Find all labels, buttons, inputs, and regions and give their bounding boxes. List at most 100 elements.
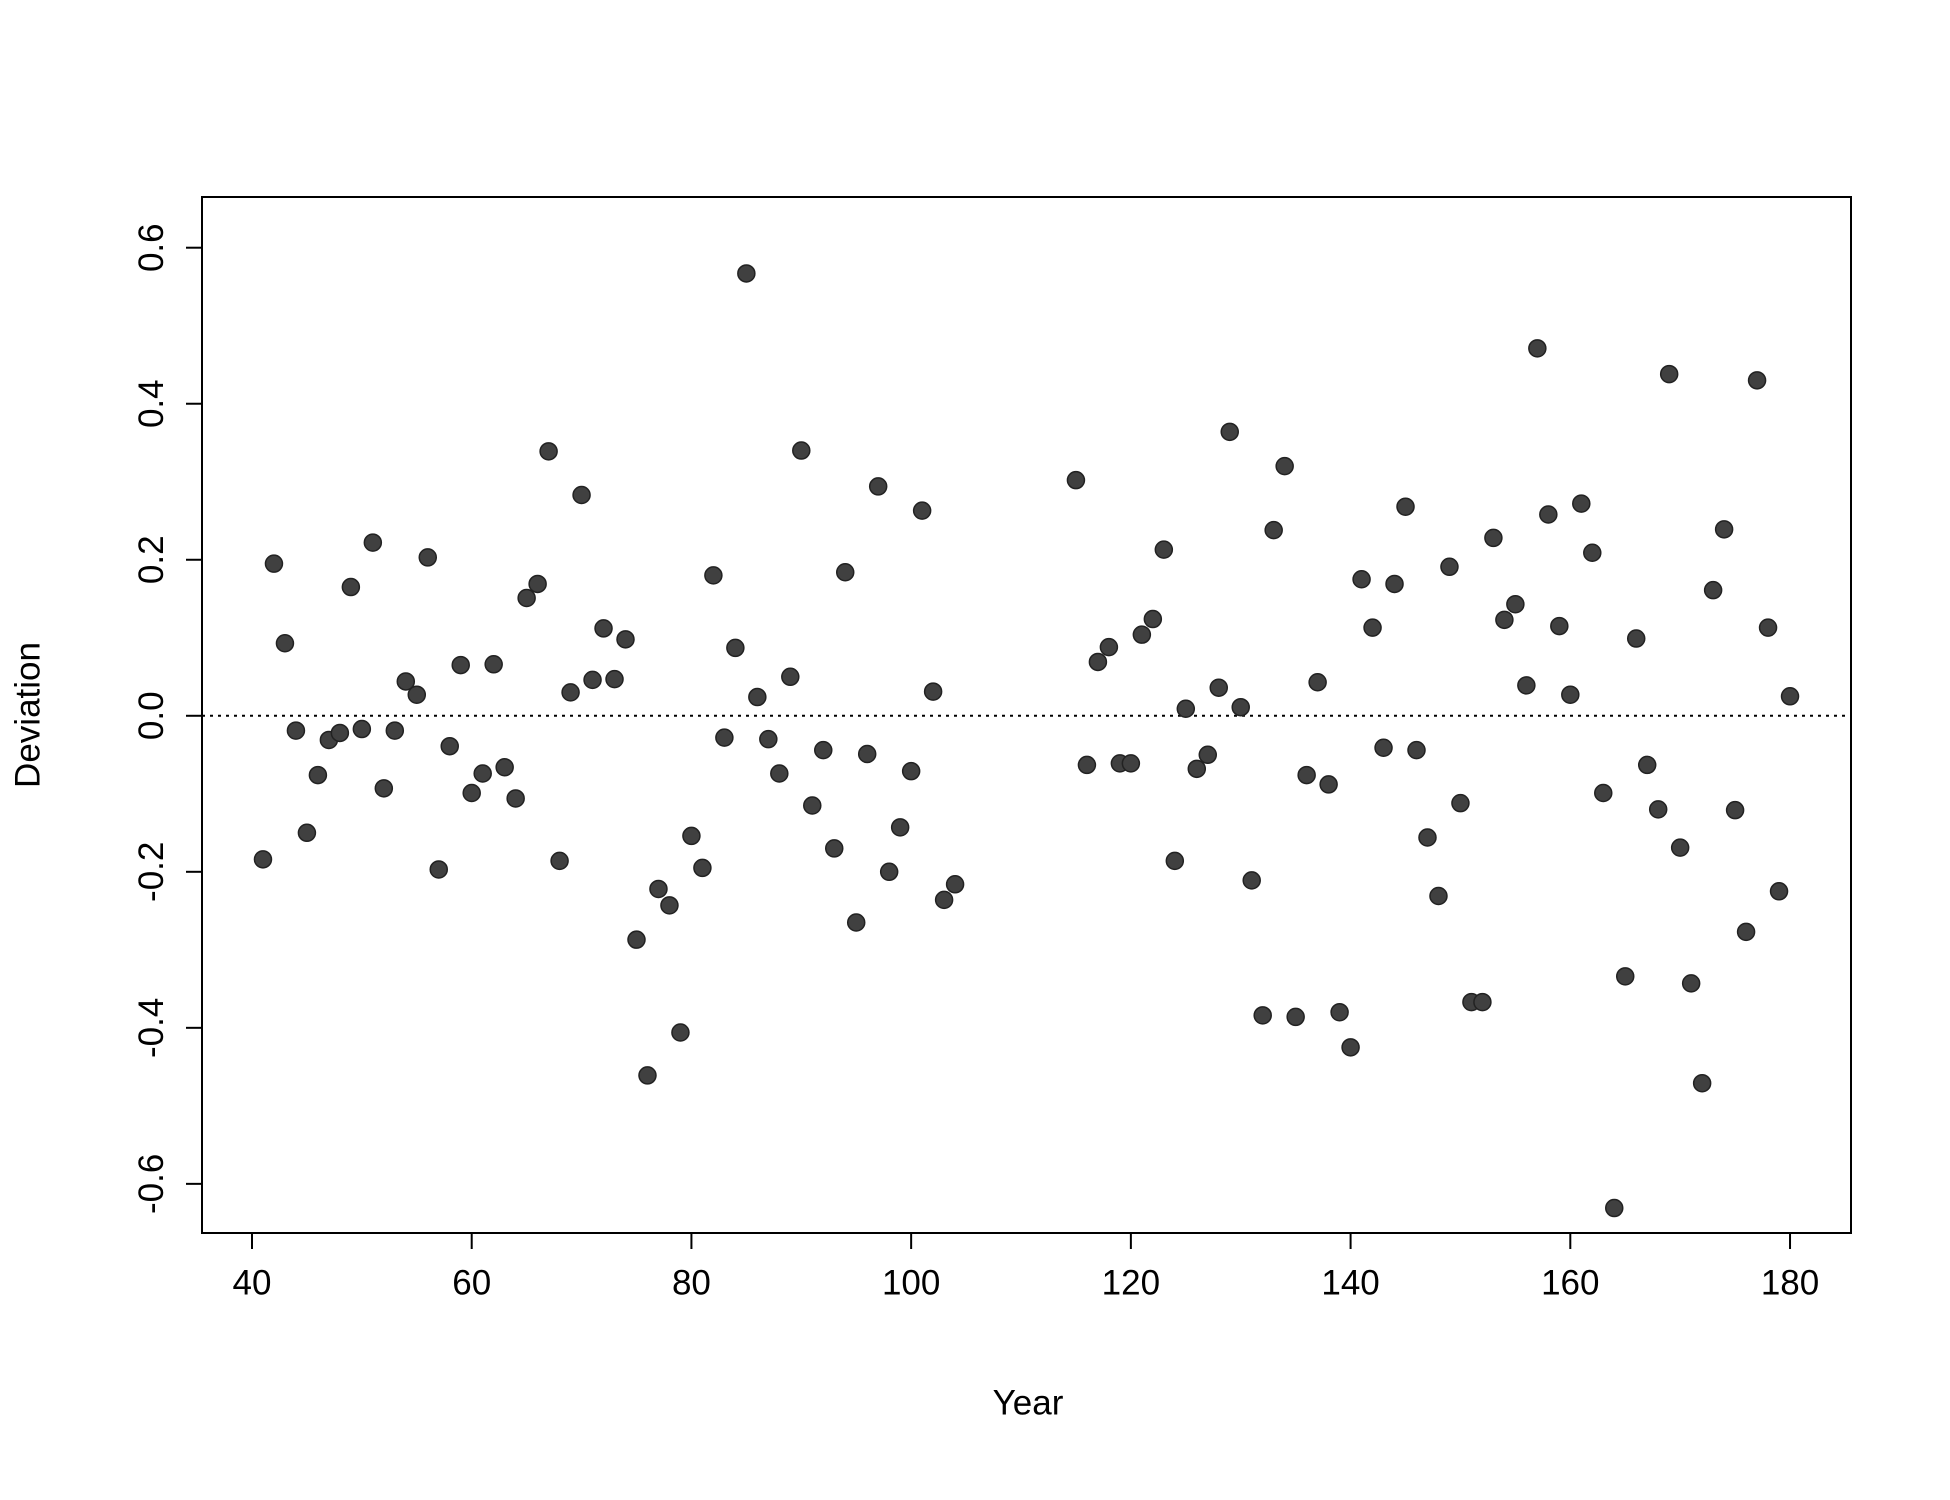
y-tick-label: 0.4 (132, 379, 171, 428)
point (1352, 570, 1371, 589)
point (682, 826, 701, 846)
point (1132, 625, 1152, 644)
point (814, 740, 833, 760)
point (660, 896, 679, 915)
point (385, 721, 405, 740)
point (1747, 371, 1767, 390)
y-tick-label: 0.2 (132, 535, 171, 584)
point (1088, 652, 1108, 672)
x-tick-label: 180 (1761, 1263, 1819, 1302)
plot-frame (201, 196, 1852, 1234)
point (1396, 497, 1415, 516)
point (1714, 520, 1734, 539)
point (1550, 616, 1569, 636)
point (605, 669, 624, 689)
y-axis-label: Deviation (8, 642, 47, 788)
point (1275, 456, 1294, 476)
point (1330, 1002, 1349, 1022)
point (297, 823, 317, 843)
point (1561, 685, 1580, 704)
point (803, 796, 822, 815)
point (1374, 738, 1393, 758)
point (890, 818, 910, 837)
x-tick-label: 100 (882, 1263, 940, 1302)
point (539, 442, 558, 461)
point (1473, 992, 1492, 1012)
point (473, 764, 492, 783)
x-tick-label: 140 (1321, 1263, 1379, 1302)
point (407, 685, 427, 704)
point (1659, 364, 1679, 384)
point (1692, 1073, 1712, 1093)
point (912, 501, 932, 520)
point (923, 682, 943, 701)
point (1407, 740, 1426, 760)
point (484, 655, 503, 674)
point (594, 619, 613, 638)
point (1154, 540, 1174, 559)
point (704, 566, 723, 585)
point (1484, 528, 1503, 548)
point (1769, 882, 1789, 901)
point (330, 723, 350, 743)
point (1583, 543, 1602, 562)
point (715, 728, 734, 747)
point (1440, 557, 1459, 577)
point (1308, 672, 1327, 692)
point (1341, 1038, 1360, 1057)
point (1264, 520, 1283, 540)
point (1615, 967, 1635, 986)
point (1319, 775, 1338, 794)
point (1495, 610, 1514, 630)
point (429, 860, 448, 879)
point (1220, 422, 1239, 442)
point (1572, 494, 1591, 513)
point (550, 851, 569, 871)
point (1066, 470, 1086, 490)
point (275, 633, 295, 653)
point (1209, 678, 1229, 697)
point (1121, 754, 1141, 773)
x-tick-label: 160 (1541, 1263, 1599, 1302)
point (934, 890, 954, 910)
point (1670, 838, 1690, 857)
point (583, 670, 602, 690)
point (759, 729, 778, 749)
point (857, 744, 877, 764)
point (1626, 629, 1646, 648)
point (737, 264, 756, 283)
point (451, 655, 470, 675)
x-tick-label: 80 (672, 1263, 711, 1302)
point (374, 779, 394, 798)
y-tick-label: 0.6 (132, 223, 171, 272)
point (1363, 618, 1382, 637)
y-tick-label: 0.0 (132, 691, 171, 740)
point (1165, 851, 1185, 871)
point (1451, 793, 1470, 813)
point (748, 687, 767, 707)
point (879, 862, 899, 882)
point (1517, 676, 1536, 695)
point (418, 548, 438, 567)
point (901, 761, 921, 781)
point (1099, 637, 1119, 657)
point (495, 758, 514, 777)
point (528, 574, 547, 594)
point (308, 765, 328, 785)
point (1758, 618, 1778, 637)
point (1418, 828, 1437, 847)
point (781, 667, 800, 687)
x-tick-label: 40 (233, 1263, 272, 1302)
point (649, 879, 668, 899)
point (561, 683, 580, 702)
point (824, 839, 844, 858)
point (1605, 1198, 1624, 1218)
point (1077, 755, 1097, 775)
y-tick-label: -0.4 (132, 998, 171, 1058)
point (341, 577, 361, 597)
point (1539, 505, 1558, 524)
y-tick-label: -0.2 (132, 842, 171, 902)
point (1286, 1007, 1305, 1027)
x-axis-label: Year (993, 1383, 1064, 1422)
point (1594, 783, 1613, 803)
